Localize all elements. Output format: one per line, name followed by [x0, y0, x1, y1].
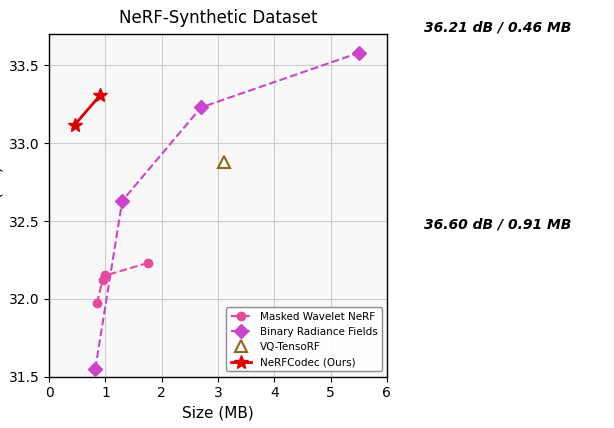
Text: 36.60 dB / 0.91 MB: 36.60 dB / 0.91 MB: [424, 218, 571, 232]
Legend: Masked Wavelet NeRF, Binary Radiance Fields, VQ-TensoRF, NeRFCodec (Ours): Masked Wavelet NeRF, Binary Radiance Fie…: [227, 307, 382, 372]
Title: NeRF-Synthetic Dataset: NeRF-Synthetic Dataset: [119, 9, 317, 27]
Y-axis label: PSNR (dB): PSNR (dB): [0, 166, 3, 244]
X-axis label: Size (MB): Size (MB): [182, 406, 254, 421]
Text: 36.21 dB / 0.46 MB: 36.21 dB / 0.46 MB: [424, 21, 571, 35]
